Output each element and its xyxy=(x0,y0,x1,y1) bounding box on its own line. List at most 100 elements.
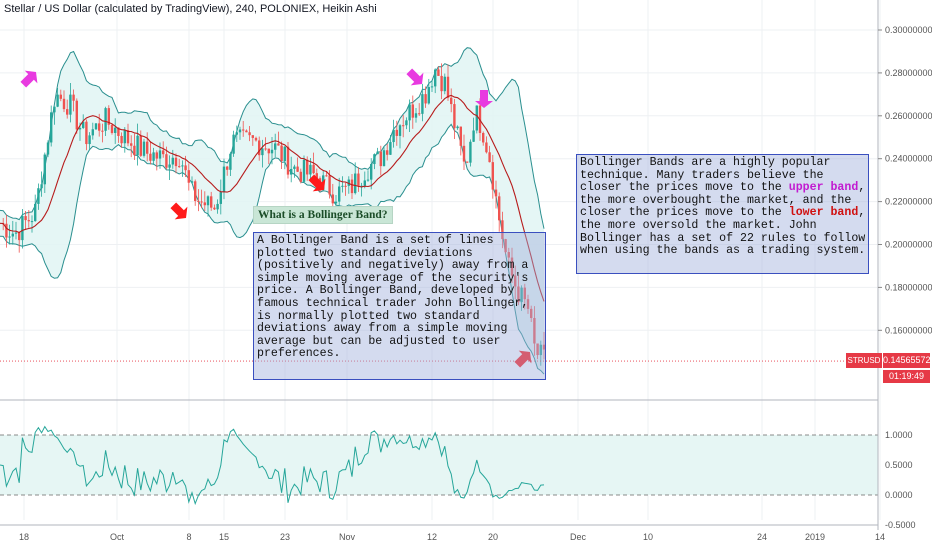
candle-body xyxy=(517,286,520,303)
price-tick-label: 0.28000000 xyxy=(885,68,932,78)
candle-body xyxy=(299,171,302,182)
candle-body xyxy=(501,220,504,240)
arrow-shape xyxy=(514,350,532,368)
note-text: , xyxy=(858,181,866,195)
candle-body xyxy=(309,164,312,175)
indicator-tick-label: 1.0000 xyxy=(885,430,913,440)
arrow-red xyxy=(170,202,188,220)
candle-body xyxy=(526,299,530,309)
candle-body xyxy=(133,145,136,156)
candle-body xyxy=(491,162,494,190)
candle-body xyxy=(267,148,270,154)
candle-body xyxy=(82,121,85,128)
candles xyxy=(2,63,546,366)
note-text: closer the prices move to the xyxy=(580,181,789,195)
candle-body xyxy=(78,127,82,130)
last-price-tag: STRUSD 0.14565572 xyxy=(846,353,931,368)
candle-body xyxy=(277,143,280,146)
ma-line xyxy=(0,94,545,302)
candle-body xyxy=(117,127,120,136)
candle-body xyxy=(30,221,34,223)
candle-body xyxy=(274,143,277,150)
upper-band-highlight: upper band xyxy=(788,181,859,195)
candle-body xyxy=(498,196,501,221)
candle-body xyxy=(312,164,315,174)
candle-body xyxy=(430,86,434,88)
candle-body xyxy=(440,75,443,92)
price-tick-label: 0.26000000 xyxy=(885,111,932,121)
note-line: when using the bands as a trading system… xyxy=(580,244,866,258)
candle-body xyxy=(395,129,398,136)
note-line: closer the prices move to the upper band… xyxy=(580,181,866,195)
candle-body xyxy=(152,152,155,161)
candle-body xyxy=(270,149,274,154)
note-text: closer the prices move to the xyxy=(580,206,789,220)
candle-body xyxy=(94,123,98,130)
time-tick-label: 24 xyxy=(757,532,767,542)
candle-body xyxy=(283,146,286,162)
candle-body xyxy=(360,185,363,187)
candle-body xyxy=(126,130,130,144)
indicator-tick-label: 0.0000 xyxy=(885,490,913,500)
arrow-shape xyxy=(308,174,326,192)
candle-body xyxy=(542,344,546,350)
candle-body xyxy=(21,216,24,241)
note-line: deviations away from a simple moving xyxy=(257,322,508,336)
time-tick-label: 20 xyxy=(488,532,498,542)
candle-body xyxy=(75,100,78,130)
arrows xyxy=(20,68,532,368)
candle-body xyxy=(85,121,88,145)
arrow-magenta xyxy=(406,68,424,86)
candle-body xyxy=(213,207,216,210)
candle-body xyxy=(408,104,411,121)
candle-body xyxy=(293,166,296,169)
note-text: , xyxy=(858,206,866,220)
candle-body xyxy=(242,129,245,131)
time-tick-label: 15 xyxy=(219,532,229,542)
candle-body xyxy=(130,143,133,146)
candle-body xyxy=(248,132,251,136)
time-tick-label: 14 xyxy=(875,532,885,542)
candle-body xyxy=(398,125,402,136)
axes: 0.30000000 0.28000000 0.26000000 0.24000000… xyxy=(0,0,932,542)
candle-body xyxy=(158,150,162,159)
candle-body xyxy=(414,113,418,118)
candle-body xyxy=(446,76,450,98)
candle-body xyxy=(206,196,210,206)
candle-body xyxy=(219,192,222,204)
candle-body xyxy=(507,252,510,258)
candle-body xyxy=(171,157,174,165)
candle-body xyxy=(162,150,165,155)
candle-body xyxy=(373,154,376,165)
arrow-red xyxy=(308,174,326,192)
candle-body xyxy=(216,203,219,210)
candle-body xyxy=(357,173,360,187)
candle-body xyxy=(181,165,184,167)
candle-body xyxy=(539,344,542,356)
bar-countdown: 01:19:49 xyxy=(883,370,930,383)
candle-body xyxy=(338,186,341,202)
note-line: average but can be adjusted to user xyxy=(257,334,501,348)
candle-body xyxy=(120,135,123,144)
candle-body xyxy=(523,287,526,300)
candle-body xyxy=(325,175,328,177)
arrow-red xyxy=(514,350,532,368)
arrow-shape xyxy=(475,90,493,108)
arrow-magenta xyxy=(20,70,38,88)
candle-body xyxy=(488,152,491,163)
candle-body xyxy=(350,179,354,194)
upper-band-line xyxy=(0,47,545,229)
candle-body xyxy=(203,202,206,206)
candle-body xyxy=(43,154,46,185)
band-fill xyxy=(0,47,544,375)
note-line: preferences. xyxy=(257,347,341,361)
note-line: simple moving average of the security's xyxy=(257,271,529,285)
time-tick-label: 18 xyxy=(19,532,29,542)
candle-body xyxy=(306,159,309,175)
note-line: technique. Many traders believe the xyxy=(580,168,824,182)
price-tick-label: 0.24000000 xyxy=(885,154,932,164)
candle-body xyxy=(200,201,203,203)
candle-body xyxy=(344,185,347,187)
